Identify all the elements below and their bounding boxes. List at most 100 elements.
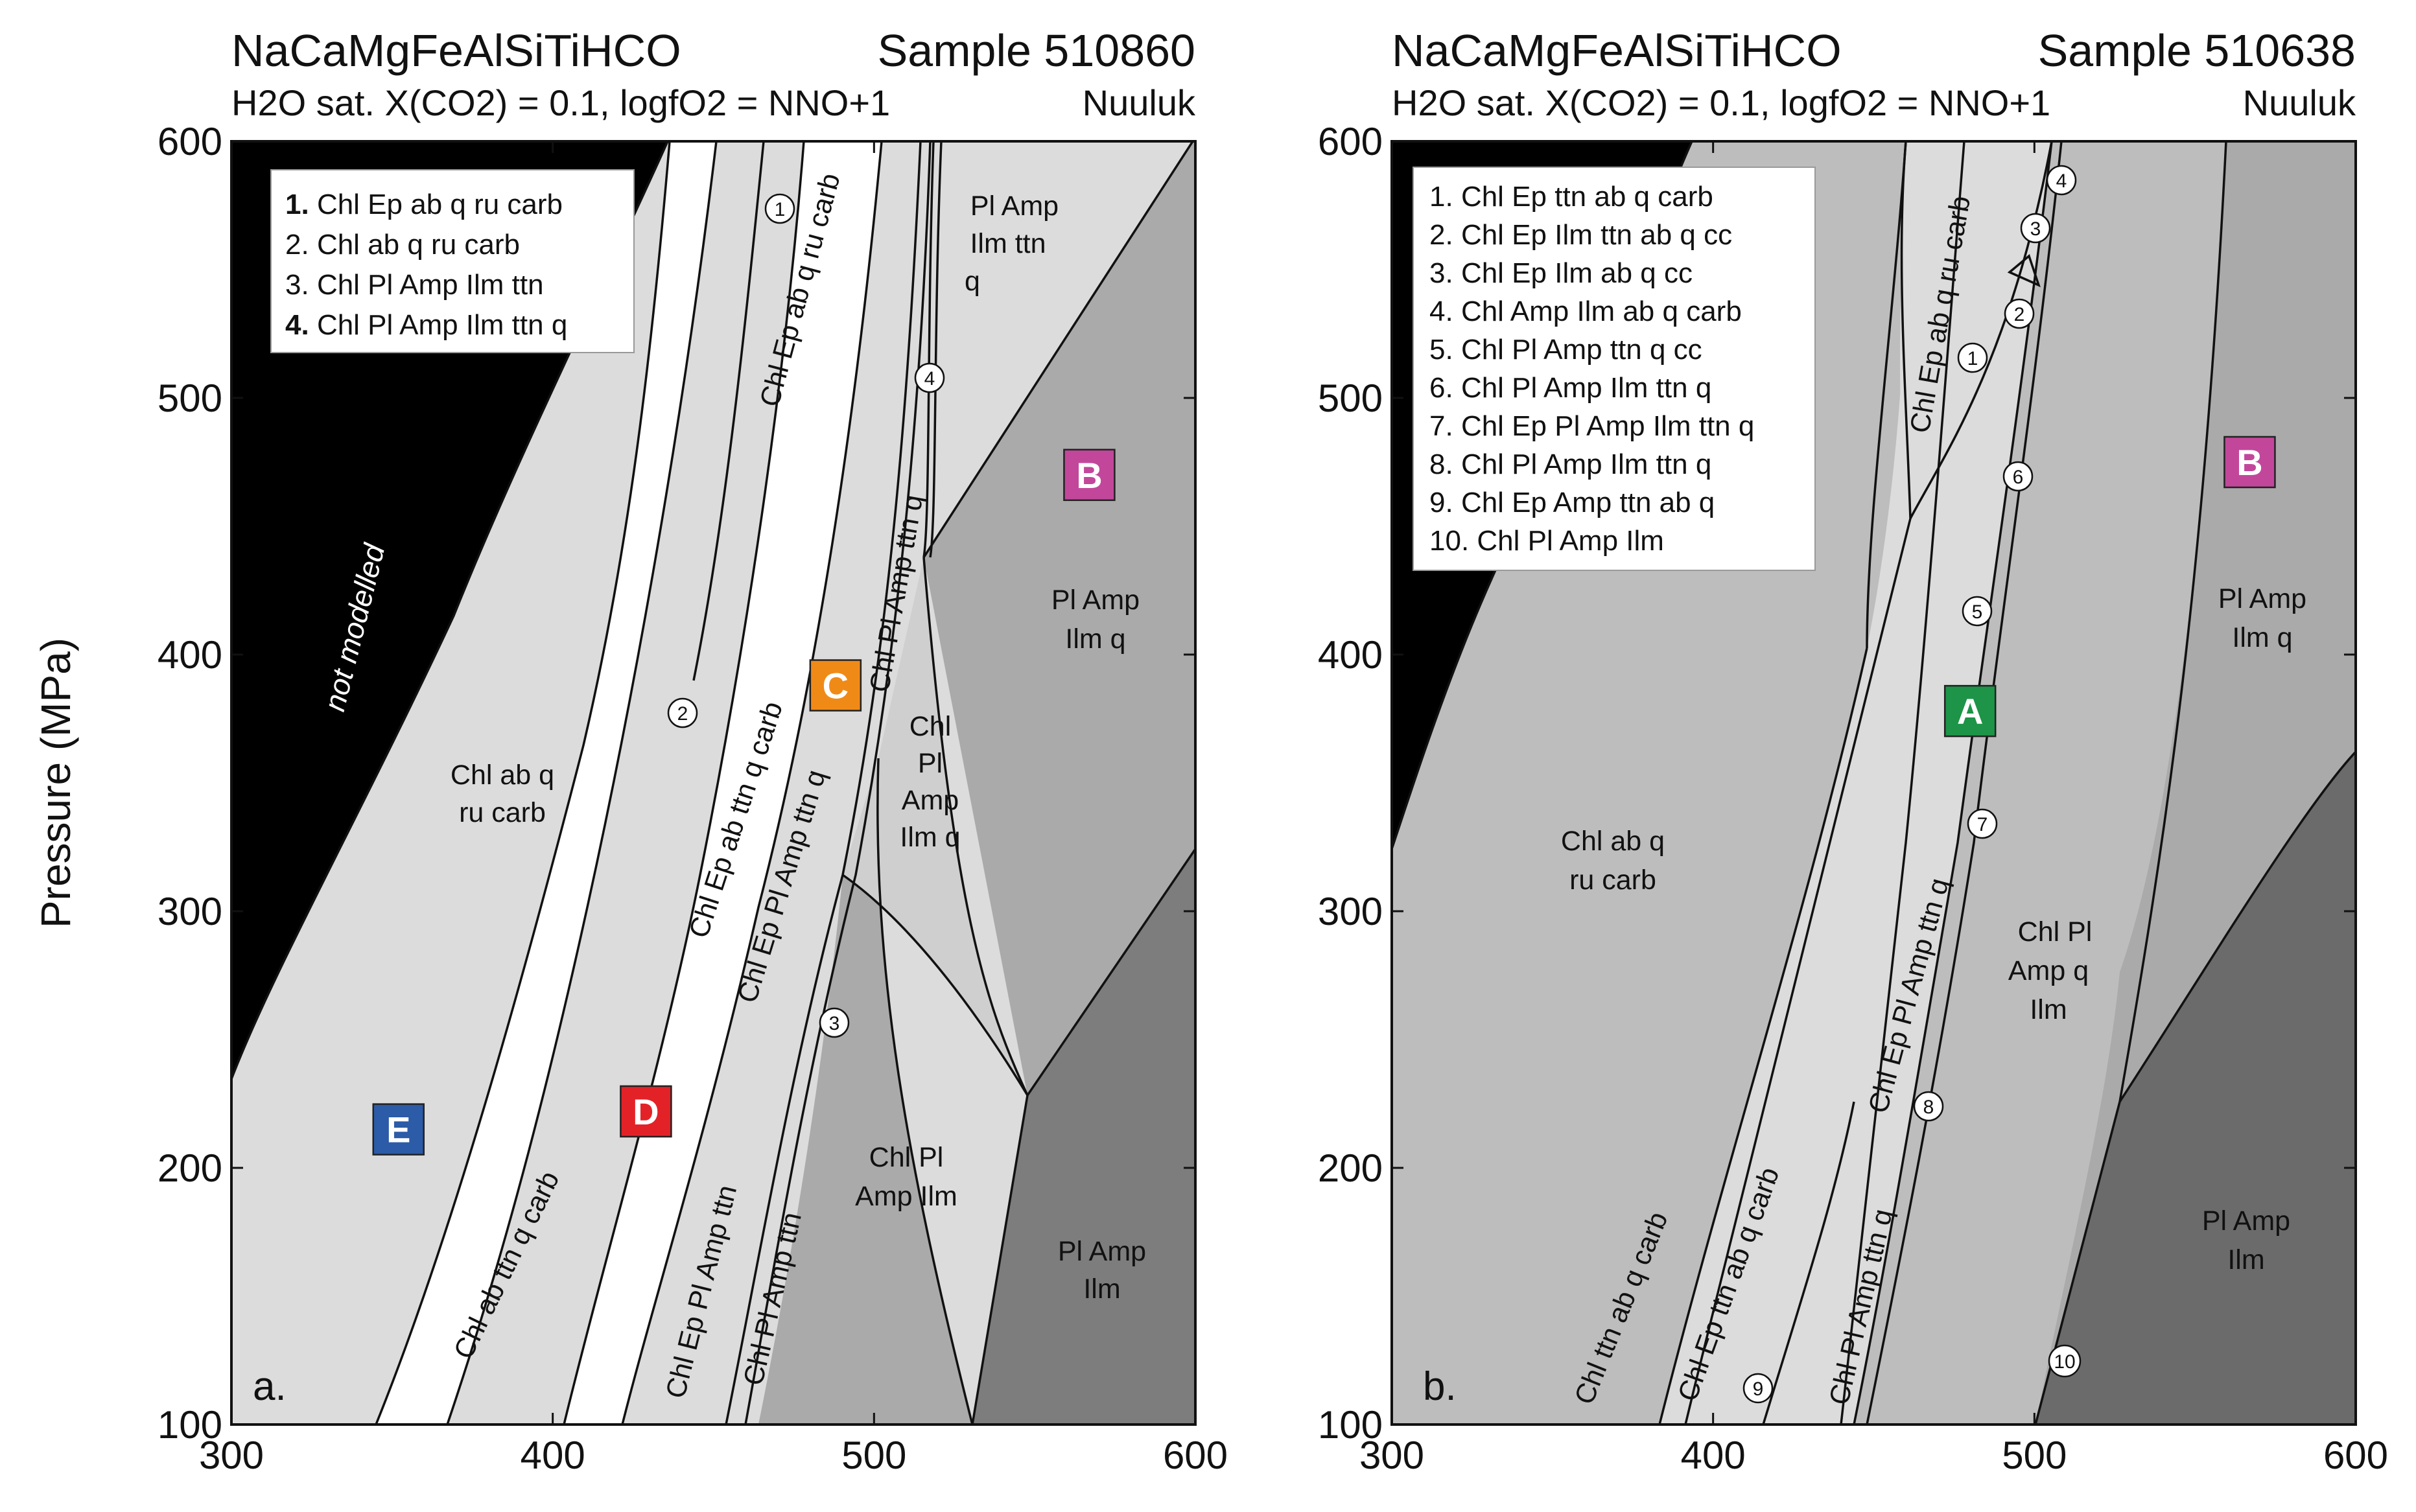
field-label: Ilm	[2030, 994, 2067, 1025]
field-label: Ilm	[2227, 1244, 2264, 1275]
panel-label-b: b.	[1423, 1364, 1457, 1409]
sample-badge-label: E	[386, 1110, 410, 1150]
sample-badge-b: B	[1063, 448, 1116, 502]
panel-a: 300 400 500 600 100 200 300 400 500 600 NaCaMgFeA…	[32, 25, 1228, 1477]
legend-box-b	[1413, 167, 1816, 571]
sample-badge-label: B	[2236, 442, 2262, 483]
x-tick-label: 300	[1359, 1434, 1424, 1477]
field-label: Ilm q	[2232, 622, 2292, 653]
field-b-light-band	[1660, 141, 2052, 1425]
axis-ticks-b: 300 400 500 600 100 200 300 400 500 600	[1318, 120, 2388, 1477]
legend-a: 1. Chl Ep ab q ru carb 2. Chl ab q ru ca…	[270, 169, 635, 353]
sample-title-b: Sample 510638	[2038, 25, 2356, 76]
invariant-marker-4: 4	[2046, 165, 2077, 196]
svg-text:1: 1	[775, 199, 786, 220]
svg-text:10: 10	[2054, 1351, 2075, 1373]
y-tick-label: 500	[158, 377, 222, 420]
field-label: Amp Ilm	[855, 1181, 957, 1212]
field-label: Amp q	[2008, 955, 2089, 986]
field-label: Pl Amp	[2218, 583, 2306, 614]
y-tick-label: 200	[158, 1146, 222, 1190]
title-b: NaCaMgFeAlSiTiHCO	[1392, 25, 1842, 76]
legend-b-item: 1. Chl Ep ttn ab q carb	[1429, 181, 1713, 213]
field-a-white-ep-pl	[564, 141, 882, 1425]
field-label: Chl Pl	[2018, 916, 2093, 948]
conditions-a: H2O sat. X(CO2) = 0.1, logfO2 = NNO+1	[231, 82, 890, 123]
locality-b: Nuuluk	[2243, 82, 2356, 123]
invariant-marker-4: 4	[914, 362, 945, 393]
legend-b-item: 4. Chl Amp Ilm ab q carb	[1429, 296, 1742, 327]
svg-text:2: 2	[677, 703, 688, 725]
sample-badges-a: B C D E	[372, 448, 1116, 1156]
field-label: Ilm q	[900, 822, 960, 853]
legend-a-item: 4. Chl Pl Amp Ilm ttn q	[285, 309, 567, 341]
y-tick-label: 300	[1318, 890, 1383, 933]
invariant-marker-7: 7	[1967, 808, 1998, 839]
invariant-marker-8: 8	[1913, 1091, 1944, 1122]
field-label: Amp	[902, 785, 959, 816]
invariant-marker-10: 10	[2048, 1344, 2082, 1378]
y-tick-label: 200	[1318, 1146, 1383, 1190]
y-tick-label: 100	[1318, 1403, 1383, 1447]
svg-text:5: 5	[1972, 601, 1983, 623]
sample-badge-a: A	[1943, 684, 1997, 738]
sample-badge-d: D	[620, 1085, 672, 1138]
field-label: Chl Pl	[869, 1142, 944, 1173]
field-b-ep-ab	[1900, 141, 2052, 518]
invariant-marker-5: 5	[1962, 596, 1993, 627]
sample-badge-e: E	[372, 1103, 425, 1156]
legend-b-item: 2. Chl Ep Ilm ttn ab q cc	[1429, 219, 1732, 251]
y-tick-label: 300	[158, 890, 222, 933]
axis-ticks-a: 300 400 500 600 100 200 300 400 500 600	[158, 120, 1228, 1477]
sample-badge-label: B	[1076, 455, 1102, 496]
svg-text:3: 3	[2030, 218, 2041, 240]
plot-frame-a	[230, 140, 1197, 1426]
legend-box-a	[270, 169, 635, 353]
invariant-marker-6: 6	[2002, 461, 2034, 492]
sample-badge-label: D	[633, 1091, 659, 1132]
field-label: Chl ab q	[1561, 826, 1665, 857]
field-label: Chl ab q	[451, 760, 554, 791]
x-tick-label: 400	[521, 1434, 585, 1477]
svg-text:4: 4	[2056, 170, 2067, 192]
svg-text:1: 1	[1967, 348, 1978, 369]
invariant-marker-1: 1	[764, 193, 795, 224]
svg-text:6: 6	[2013, 467, 2024, 488]
sample-badge-box	[809, 659, 862, 712]
svg-text:8: 8	[1923, 1097, 1934, 1118]
sample-title-a: Sample 510860	[878, 25, 1195, 76]
legend-b-item: 8. Chl Pl Amp Ilm ttn q	[1429, 448, 1711, 480]
sample-badge-box	[2223, 436, 2276, 489]
y-tick-label: 600	[1318, 120, 1383, 163]
svg-text:9: 9	[1753, 1378, 1764, 1400]
x-tick-label: 500	[841, 1434, 906, 1477]
sample-badge-label: C	[823, 666, 849, 706]
field-label: Pl Amp	[970, 191, 1059, 222]
legend-b-item: 10. Chl Pl Amp Ilm	[1429, 525, 1664, 557]
legend-b: 1. Chl Ep ttn ab q carb 2. Chl Ep Ilm tt…	[1413, 167, 1816, 571]
legend-b-item: 3. Chl Ep Ilm ab q cc	[1429, 257, 1693, 289]
field-a-pl-amp-ilm	[972, 849, 1195, 1425]
field-label: q	[965, 266, 980, 297]
legend-a-item: 2. Chl ab q ru carb	[285, 229, 520, 261]
sample-badge-box	[620, 1085, 672, 1138]
legend-b-item: 6. Chl Pl Amp Ilm ttn q	[1429, 372, 1711, 404]
field-label: ru carb	[459, 797, 546, 828]
field-label: Ilm ttn	[970, 228, 1046, 259]
y-axis-label: Pressure (MPa)	[32, 638, 79, 928]
panel-b: 300 400 500 600 100 200 300 400 500 600 NaCaMgFeA…	[1318, 25, 2388, 1477]
field-label: Ilm q	[1065, 623, 1125, 655]
legend-a-item: 3. Chl Pl Amp Ilm ttn	[285, 269, 544, 301]
legend-b-item: 7. Chl Ep Pl Amp Ilm ttn q	[1429, 410, 1754, 442]
sample-badge-box	[372, 1103, 425, 1156]
y-tick-label: 400	[1318, 633, 1383, 677]
field-label: Chl	[909, 711, 952, 742]
field-a-chl-pl-amp-ilm-q	[843, 557, 1027, 1095]
invariant-marker-2: 2	[2004, 298, 2035, 329]
x-tick-label: 400	[1681, 1434, 1746, 1477]
sample-badge-c: C	[809, 659, 862, 712]
svg-text:2: 2	[2014, 304, 2025, 325]
sample-badge-box	[1943, 684, 1997, 738]
y-tick-label: 100	[158, 1403, 222, 1447]
field-label: Pl Amp	[1051, 585, 1140, 616]
